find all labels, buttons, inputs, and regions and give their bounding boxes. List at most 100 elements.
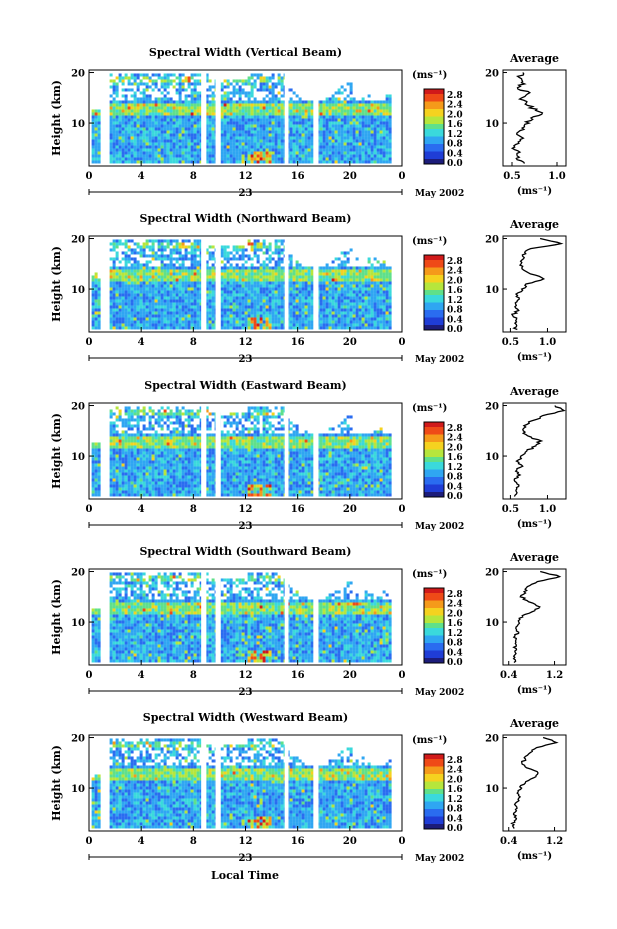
heatmap-cell: [361, 305, 365, 309]
heatmap-cell: [115, 124, 119, 128]
heatmap-cell: [211, 136, 215, 140]
heatmap-cell: [184, 239, 188, 243]
heatmap-cell: [151, 305, 155, 309]
heatmap-cell: [112, 127, 116, 131]
heatmap-cell: [97, 326, 101, 330]
heatmap-cell: [181, 263, 185, 267]
heatmap-cell: [130, 311, 134, 315]
heatmap-cell: [118, 272, 122, 276]
heatmap-cell: [148, 299, 152, 303]
heatmap-cell: [364, 284, 368, 288]
heatmap-cell: [130, 124, 134, 128]
heatmap-cell: [247, 145, 251, 149]
heatmap-cell: [184, 130, 188, 134]
heatmap-cell: [244, 281, 248, 285]
heatmap-cell: [289, 133, 293, 137]
heatmap-cell: [340, 269, 344, 273]
heatmap-cell: [205, 103, 209, 107]
heatmap-cell: [166, 281, 170, 285]
heatmap-cell: [352, 133, 356, 137]
heatmap-cell: [196, 136, 200, 140]
heatmap-cell: [265, 290, 269, 294]
heatmap-cell: [280, 311, 284, 315]
heatmap-cell: [127, 239, 131, 243]
heatmap-cell: [322, 293, 326, 297]
heatmap-cell: [256, 287, 260, 291]
heatmap-cell: [349, 97, 353, 101]
heatmap-cell: [253, 73, 257, 77]
heatmap-cell: [229, 302, 233, 306]
heatmap-cell: [229, 296, 233, 300]
heatmap-cell: [94, 445, 98, 449]
heatmap-cell: [193, 242, 197, 246]
heatmap-cell: [295, 284, 299, 288]
colorbar-segment: [424, 285, 444, 288]
heatmap-cell: [181, 151, 185, 155]
heatmap-cell: [373, 314, 377, 318]
heatmap-cell: [235, 248, 239, 252]
heatmap-cell: [223, 91, 227, 95]
heatmap-cell: [310, 299, 314, 303]
heatmap-cell: [235, 284, 239, 288]
heatmap-cell: [274, 82, 278, 86]
heatmap-cell: [256, 326, 260, 330]
heatmap-cell: [340, 127, 344, 131]
heatmap-cell: [373, 281, 377, 285]
heatmap-cell: [157, 269, 161, 273]
heatmap-cell: [94, 154, 98, 158]
heatmap-cell: [205, 79, 209, 83]
heatmap-cell: [349, 272, 353, 276]
heatmap-cell: [160, 266, 164, 270]
colorbar-segment: [424, 154, 444, 157]
heatmap-cell: [172, 290, 176, 294]
heatmap-cell: [112, 278, 116, 282]
heatmap-cell: [292, 302, 296, 306]
heatmap-cell: [361, 272, 365, 276]
heatmap-cell: [187, 290, 191, 294]
heatmap-cell: [241, 115, 245, 119]
heatmap-cell: [109, 121, 113, 125]
heatmap-cell: [97, 157, 101, 161]
heatmap-cell: [145, 263, 149, 267]
heatmap-cell: [145, 148, 149, 152]
heatmap-cell: [130, 251, 134, 255]
heatmap-cell: [340, 106, 344, 110]
heatmap-cell: [250, 145, 254, 149]
heatmap-cell: [253, 133, 257, 137]
heatmap-cell: [121, 272, 125, 276]
heatmap-cell: [298, 145, 302, 149]
heatmap-cell: [349, 293, 353, 297]
heatmap-cell: [109, 85, 113, 89]
heatmap-cell: [205, 287, 209, 291]
heatmap-cell: [166, 263, 170, 267]
heatmap-cell: [277, 317, 281, 321]
heatmap-cell: [265, 112, 269, 116]
heatmap-cell: [136, 136, 140, 140]
heatmap-cell: [190, 308, 194, 312]
heatmap-cell: [130, 115, 134, 119]
heatmap-cell: [244, 254, 248, 258]
heatmap-cell: [289, 157, 293, 161]
heatmap-cell: [343, 115, 347, 119]
heatmap-cell: [124, 254, 128, 258]
heatmap-cell: [124, 76, 128, 80]
heatmap-cell: [130, 281, 134, 285]
heatmap-cell: [379, 305, 383, 309]
heatmap-cell: [355, 278, 359, 282]
heatmap-cell: [151, 311, 155, 315]
heatmap-cell: [343, 121, 347, 125]
heatmap-cell: [175, 320, 179, 324]
heatmap-cell: [181, 314, 185, 318]
heatmap-cell: [376, 142, 380, 146]
heatmap-cell: [172, 266, 176, 270]
heatmap-cell: [379, 154, 383, 158]
heatmap-cell: [298, 148, 302, 152]
heatmap-cell: [151, 130, 155, 134]
heatmap-cell: [388, 148, 392, 152]
heatmap-cell: [382, 112, 386, 116]
heatmap-cell: [109, 242, 113, 246]
heatmap-cell: [172, 160, 176, 164]
heatmap-cell: [229, 130, 233, 134]
heatmap-cell: [166, 139, 170, 143]
heatmap-cell: [376, 326, 380, 330]
